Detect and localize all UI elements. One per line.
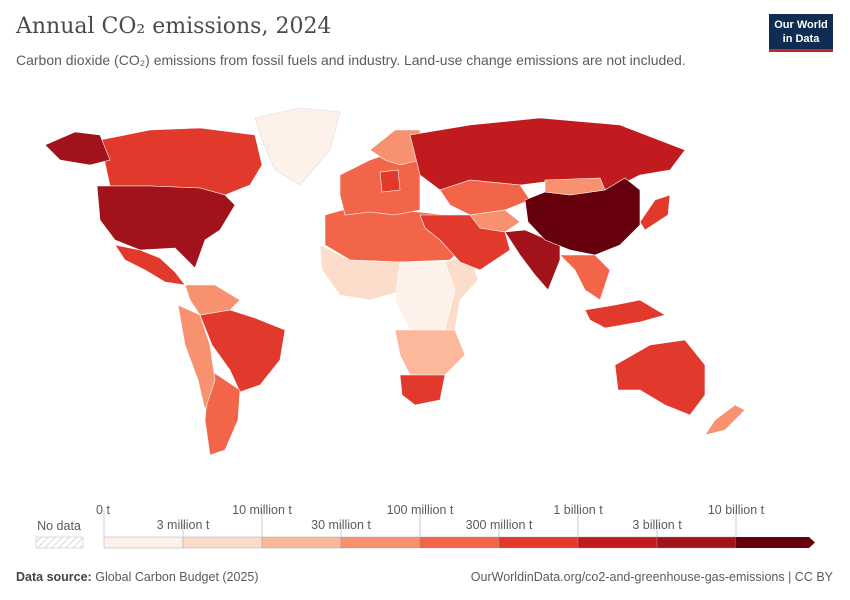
country-alaska[interactable] <box>44 131 111 166</box>
country-canada[interactable] <box>99 127 263 196</box>
world-map[interactable] <box>0 95 850 495</box>
legend-bar <box>35 510 815 549</box>
legend-bin[interactable] <box>419 536 500 549</box>
country-brazil[interactable] <box>199 309 286 393</box>
country-northern-south-america[interactable] <box>184 284 241 316</box>
legend-tick-label: 0 t <box>96 503 110 517</box>
country-argentina[interactable] <box>204 369 241 456</box>
legend-tick-label: 100 million t <box>386 503 454 517</box>
legend-tick-label: 10 billion t <box>707 503 765 517</box>
country-russia[interactable] <box>409 117 686 191</box>
no-data-swatch <box>35 536 84 549</box>
legend-bin[interactable] <box>736 537 815 548</box>
legend-bin[interactable] <box>340 536 421 549</box>
country-japan[interactable] <box>639 194 671 231</box>
country-united-states[interactable] <box>96 185 236 269</box>
source-url[interactable]: OurWorldinData.org/co2-and-greenhouse-ga… <box>470 570 833 584</box>
country-central-asia[interactable] <box>469 209 521 233</box>
country-west-africa[interactable] <box>319 244 406 301</box>
country-south-africa[interactable] <box>399 374 446 406</box>
country-indonesia[interactable] <box>584 299 666 329</box>
data-source: Data source: Global Carbon Budget (2025) <box>16 570 259 584</box>
country-mongolia[interactable] <box>544 177 606 196</box>
country-southeast-asia[interactable] <box>559 254 611 301</box>
legend-bin[interactable] <box>261 536 342 549</box>
legend-bin[interactable] <box>182 536 263 549</box>
chart-subtitle: Carbon dioxide (CO₂) emissions from foss… <box>16 52 686 68</box>
legend-tick-label: 300 million t <box>465 518 533 532</box>
legend-bin[interactable] <box>656 536 737 549</box>
owid-logo[interactable]: Our World in Data <box>769 14 833 52</box>
legend-tick-label: 30 million t <box>311 518 371 532</box>
legend-bin[interactable] <box>103 536 184 549</box>
chart-title: Annual CO₂ emissions, 2024 <box>16 14 332 39</box>
country-new-zealand[interactable] <box>704 404 746 436</box>
country-germany[interactable] <box>379 169 401 193</box>
legend-tick-label: 1 billion t <box>553 503 603 517</box>
color-legend: No data 0 t 10 million t 100 million t 1 bi… <box>0 500 850 560</box>
country-kazakhstan[interactable] <box>439 179 531 216</box>
no-data-label: No data <box>37 519 81 533</box>
legend-tick-label: 3 million t <box>156 518 210 532</box>
source-name[interactable]: Global Carbon Budget (2025) <box>95 570 259 584</box>
legend-bin[interactable] <box>577 536 658 549</box>
country-andes[interactable] <box>177 304 216 412</box>
country-greenland[interactable] <box>254 107 341 186</box>
country-australia[interactable] <box>614 339 706 416</box>
country-central-africa[interactable] <box>394 261 456 331</box>
legend-bin[interactable] <box>498 536 579 549</box>
legend-tick-label: 3 billion t <box>632 518 682 532</box>
country-mexico[interactable] <box>114 244 186 286</box>
country-india[interactable] <box>504 229 561 291</box>
country-southern-africa[interactable] <box>394 329 466 376</box>
legend-tick-label: 10 million t <box>232 503 292 517</box>
